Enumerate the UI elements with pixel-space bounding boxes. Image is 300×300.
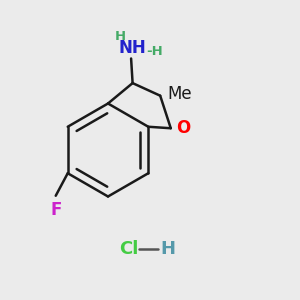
Text: H: H <box>115 30 126 43</box>
Text: F: F <box>50 201 61 219</box>
Text: Me: Me <box>168 85 192 103</box>
Text: Cl: Cl <box>119 240 139 258</box>
Text: H: H <box>160 240 175 258</box>
Text: O: O <box>176 119 190 137</box>
Text: -H: -H <box>147 45 164 58</box>
Text: NH: NH <box>119 39 146 57</box>
